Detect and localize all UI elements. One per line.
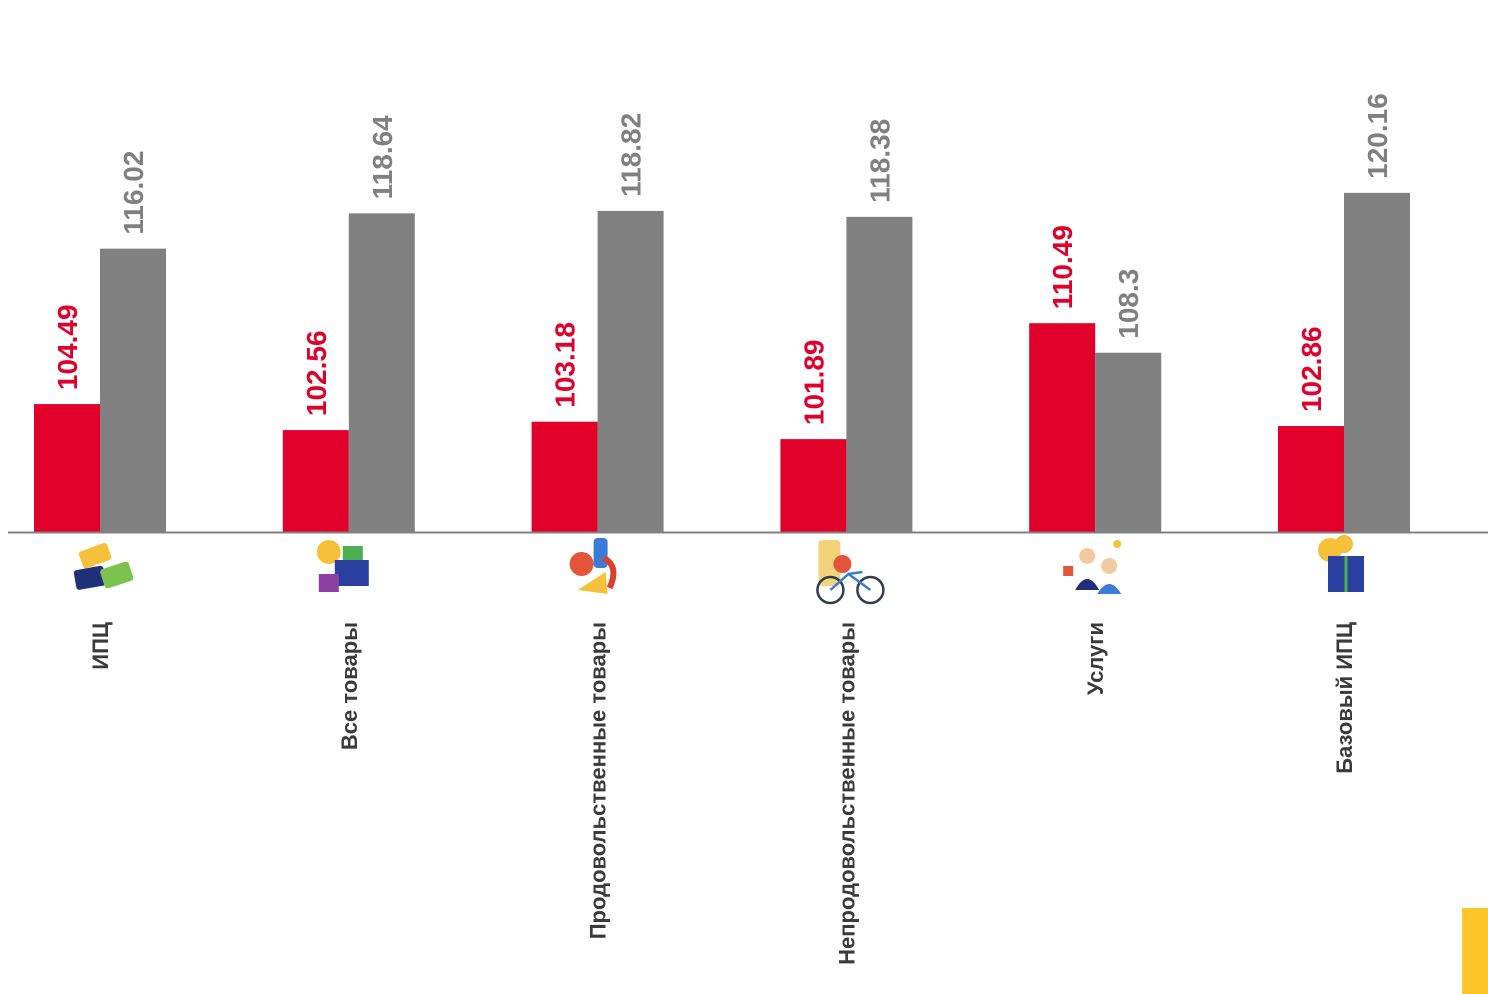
price-tags-icon <box>73 542 134 590</box>
bar-series1-1 <box>282 430 349 532</box>
category-label-5: Базовый ИПЦ <box>1332 622 1357 774</box>
bar-series1-4 <box>1029 323 1096 532</box>
bar-series2-4 <box>1095 352 1162 532</box>
core-cpi-box-icon <box>1318 535 1364 592</box>
data-label-series2-0: 116.02 <box>118 151 149 235</box>
data-label-series2-4: 108.3 <box>1113 269 1144 339</box>
bar-series1-3 <box>780 439 847 532</box>
bar-series1-5 <box>1278 426 1344 532</box>
category-label-4: Услуги <box>1083 622 1108 695</box>
category-label-2: Продовольственные товары <box>586 622 611 939</box>
data-label-series1-3: 101.89 <box>798 339 829 425</box>
data-label-series1-2: 103.18 <box>550 322 581 408</box>
bar-series2-5 <box>1344 192 1410 532</box>
data-label-series2-2: 118.82 <box>616 113 647 197</box>
data-label-series1-4: 110.49 <box>1047 225 1078 309</box>
goods-boxes-icon <box>316 540 369 592</box>
data-label-series2-5: 120.16 <box>1362 93 1393 179</box>
bar-series2-0 <box>100 248 166 533</box>
bar-series2-1 <box>348 213 415 532</box>
bar-series2-2 <box>597 210 664 532</box>
category-label-1: Все товары <box>337 622 362 750</box>
category-label-3: Непродовольственные товары <box>834 622 859 965</box>
clothing-bicycle-icon <box>816 540 885 605</box>
data-label-series2-1: 118.64 <box>367 115 398 200</box>
data-label-series2-3: 118.38 <box>864 119 895 203</box>
bar-series1-2 <box>531 421 598 532</box>
corner-accent-tab <box>1462 908 1488 994</box>
data-label-series1-5: 102.86 <box>1296 326 1327 412</box>
services-people-icon <box>1063 540 1122 594</box>
bar-series2-3 <box>846 216 913 533</box>
data-label-series1-1: 102.56 <box>301 330 332 416</box>
food-products-icon <box>569 538 617 594</box>
bar-series1-0 <box>34 404 100 532</box>
data-label-series1-0: 104.49 <box>52 304 83 390</box>
category-label-0: ИПЦ <box>88 622 113 670</box>
